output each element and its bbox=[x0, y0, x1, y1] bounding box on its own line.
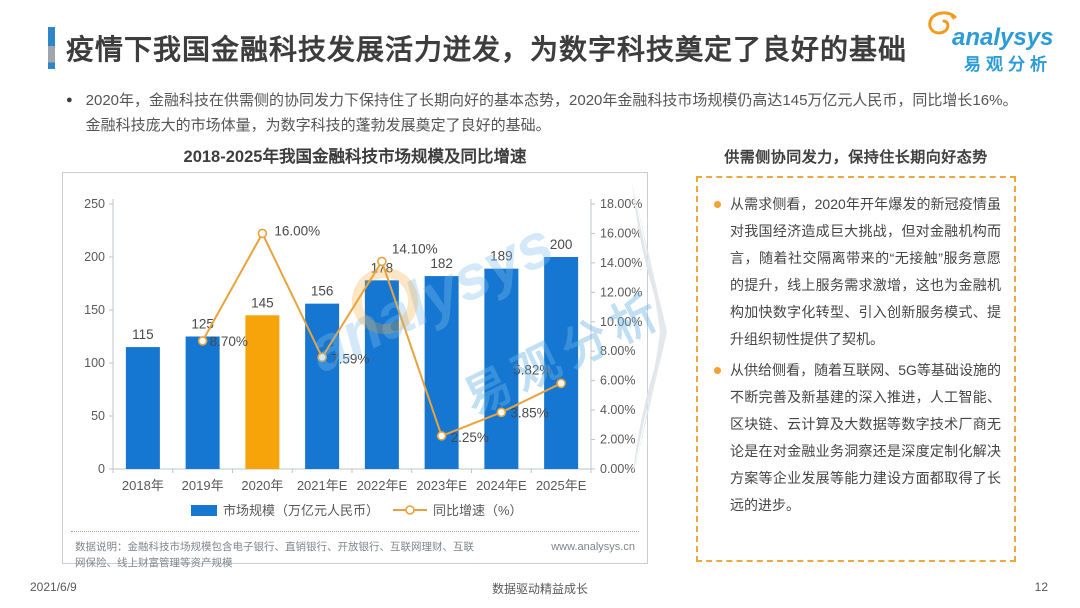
right-axis-tick-label: 14.00% bbox=[600, 256, 642, 270]
bar-value-label: 115 bbox=[132, 327, 154, 342]
orange-bullet-icon bbox=[714, 201, 721, 208]
flow-arrow-icon bbox=[632, 182, 667, 482]
right-axis-tick-label: 2.00% bbox=[600, 433, 635, 447]
right-axis-tick-label: 4.00% bbox=[600, 403, 635, 417]
bar-2025年E bbox=[544, 257, 579, 469]
line-marker bbox=[377, 256, 387, 267]
left-axis-tick-label: 200 bbox=[84, 250, 105, 264]
legend-bar-label: 市场规模（万亿元人民币） bbox=[223, 503, 379, 518]
right-axis-tick-label: 12.00% bbox=[600, 285, 642, 299]
chart-title: 2018-2025年我国金融科技市场规模及同比增速 bbox=[183, 148, 527, 166]
left-axis-tick-label: 50 bbox=[91, 409, 105, 423]
bar-value-label: 156 bbox=[311, 284, 334, 299]
legend-line-marker bbox=[405, 505, 415, 515]
bar-2020年 bbox=[245, 315, 280, 469]
panel-box: 从需求侧看，2020年开年爆发的新冠疫情虽对我国经济造成巨大挑战，但对金融机构而… bbox=[696, 176, 1016, 562]
footer: 2021/6/9 数据驱动精益成长 12 bbox=[0, 574, 1080, 608]
x-axis-label: 2021年E bbox=[297, 478, 348, 493]
line-marker bbox=[436, 431, 447, 441]
right-axis-tick-label: 16.00% bbox=[600, 226, 642, 240]
header: 疫情下我国金融科技发展活力迸发，为数字科技奠定了良好的基础 bbox=[48, 27, 907, 69]
bar-value-label: 145 bbox=[251, 295, 274, 310]
panel-bullet-supply: 从供给侧看，随着互联网、5G等基础设施的不断完善及新基建的深入推进，人工智能、区… bbox=[711, 357, 1001, 519]
bar-2021年E bbox=[305, 303, 340, 469]
logo-swirl-icon bbox=[928, 11, 957, 35]
bar-value-label: 125 bbox=[191, 317, 214, 332]
left-axis-tick-label: 150 bbox=[84, 303, 105, 317]
logo-brand-cn-text: 易观分析 bbox=[964, 55, 1052, 74]
line-value-label: 14.10% bbox=[392, 241, 438, 256]
panel-bullet-text: 从供给侧看，随着互联网、5G等基础设施的不断完善及新基建的深入推进，人工智能、区… bbox=[730, 362, 1001, 513]
x-axis-label: 2024年E bbox=[476, 478, 527, 493]
market-size-growth-chart: 250 200 150 100 50 0 18.00% 16.00% 14.00% 12.00% 1… bbox=[84, 197, 642, 518]
line-value-label: 5.82% bbox=[513, 362, 551, 377]
bar-2018年 bbox=[125, 347, 160, 469]
footnote-divider bbox=[71, 531, 639, 532]
footer-slogan: 数据驱动精益成长 bbox=[491, 582, 588, 596]
orange-bullet-icon bbox=[714, 367, 721, 374]
bullet-dot-icon: ● bbox=[66, 94, 73, 106]
line-marker bbox=[556, 378, 566, 389]
left-axis-tick-label: 250 bbox=[84, 197, 105, 211]
line-value-label: 8.70% bbox=[210, 334, 248, 349]
right-axis-tick-label: 6.00% bbox=[600, 374, 635, 388]
line-value-label: 3.85% bbox=[510, 405, 548, 420]
left-axis-tick-label: 0 bbox=[98, 462, 105, 476]
panel-bullet-text: 从需求侧看，2020年开年爆发的新冠疫情虽对我国经济造成巨大挑战，但对金融机构而… bbox=[730, 196, 1001, 347]
right-axis-tick-label: 10.00% bbox=[600, 315, 642, 329]
x-axis-label: 2025年E bbox=[536, 478, 587, 493]
chart-section: 2018-2025年我国金融科技市场规模及同比增速 250 200 150 100 50… bbox=[62, 143, 648, 569]
chart-box: 250 200 150 100 50 0 18.00% 16.00% 14.00% 12.00% 1… bbox=[62, 172, 648, 569]
panel-bullet-demand: 从需求侧看，2020年开年爆发的新冠疫情虽对我国经济造成巨大挑战，但对金融机构而… bbox=[711, 191, 1001, 353]
legend-bar-swatch bbox=[191, 505, 217, 516]
legend-line-label: 同比增速（%） bbox=[433, 503, 523, 518]
source-url-link[interactable]: www.analysys.cn bbox=[551, 541, 635, 553]
x-axis-label: 2018年 bbox=[122, 478, 164, 493]
footnote-row: 数据说明：金融科技市场规模包含电子银行、直销银行、开放银行、互联网理财、互联网保… bbox=[63, 532, 647, 572]
panel-heading: 供需侧协同发力，保持住长期向好态势 bbox=[724, 149, 988, 166]
bar-value-label: 200 bbox=[550, 237, 573, 252]
title-accent-bar bbox=[48, 27, 55, 69]
line-marker bbox=[257, 228, 268, 239]
bar-2019年 bbox=[185, 336, 220, 469]
intro-paragraph: ● 2020年，金融科技在供需侧的协同发力下保持住了长期向好的基本态势，2020… bbox=[66, 88, 1018, 138]
footer-date: 2021/6/9 bbox=[30, 580, 77, 594]
analysys-logo: analysys 易观分析 bbox=[924, 8, 1064, 74]
line-value-label: 2.25% bbox=[451, 430, 489, 445]
right-axis-tick-label: 8.00% bbox=[600, 344, 635, 358]
intro-text: 2020年，金融科技在供需侧的协同发力下保持住了长期向好的基本态势，2020年金… bbox=[85, 92, 1018, 135]
line-value-label: 7.59% bbox=[331, 351, 369, 366]
right-axis-tick-label: 18.00% bbox=[600, 197, 642, 211]
insight-panel: 供需侧协同发力，保持住长期向好态势 从需求侧看，2020年开年爆发的新冠疫情虽对… bbox=[696, 146, 1016, 562]
footer-page-number: 12 bbox=[1034, 580, 1048, 594]
left-axis-tick-label: 100 bbox=[84, 356, 105, 370]
bar-2022年E bbox=[364, 280, 399, 469]
line-value-label: 16.00% bbox=[274, 223, 320, 238]
bar-value-label: 189 bbox=[490, 249, 513, 264]
line-marker bbox=[197, 336, 208, 346]
page-title: 疫情下我国金融科技发展活力迸发，为数字科技奠定了良好的基础 bbox=[66, 34, 908, 65]
x-axis-label: 2019年 bbox=[182, 478, 224, 493]
bar-value-label: 182 bbox=[430, 256, 453, 271]
right-axis-tick-label: 0.00% bbox=[600, 462, 635, 476]
x-axis-label: 2023年E bbox=[416, 478, 467, 493]
logo-brand-text: analysys bbox=[952, 24, 1054, 51]
line-marker bbox=[317, 352, 327, 363]
x-axis-label: 2020年 bbox=[241, 478, 283, 493]
line-marker bbox=[496, 407, 507, 418]
data-footnote: 数据说明：金融科技市场规模包含电子银行、直销银行、开放银行、互联网理财、互联网保… bbox=[75, 541, 474, 570]
bar-2024年E bbox=[484, 268, 519, 469]
x-axis-label: 2022年E bbox=[357, 478, 408, 493]
